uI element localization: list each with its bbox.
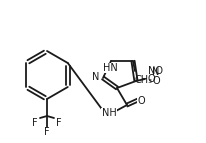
- Text: F: F: [56, 118, 62, 128]
- Text: O: O: [151, 76, 159, 86]
- Text: F: F: [44, 127, 50, 137]
- Text: HN: HN: [102, 63, 117, 73]
- Text: N: N: [152, 67, 159, 77]
- Text: O: O: [147, 74, 155, 84]
- Text: O: O: [137, 96, 144, 106]
- Text: N: N: [92, 72, 99, 82]
- Text: F: F: [32, 118, 38, 128]
- Text: NH: NH: [101, 108, 116, 118]
- Text: CH₃: CH₃: [134, 75, 152, 85]
- Text: NO: NO: [147, 66, 162, 76]
